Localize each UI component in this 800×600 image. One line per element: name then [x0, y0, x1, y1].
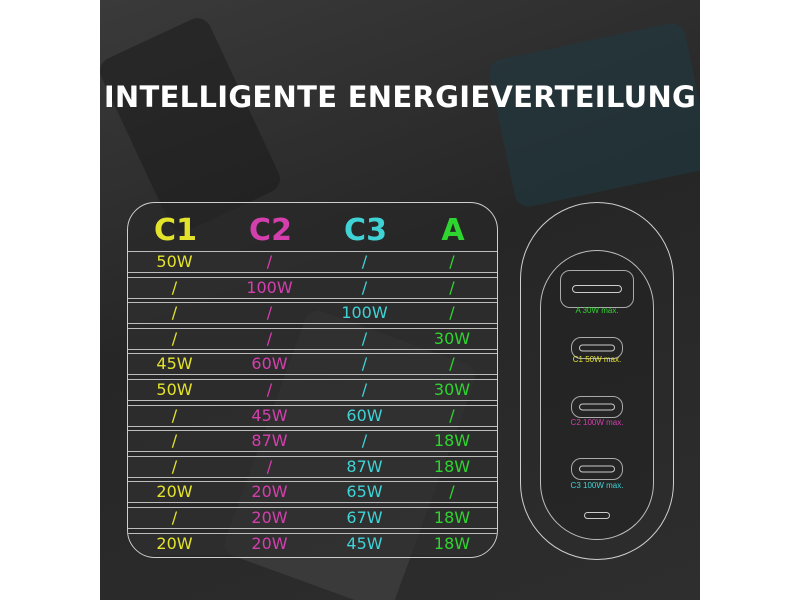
table-cell: 50W	[156, 252, 193, 271]
table-cell: 100W	[246, 277, 293, 297]
port-label: C3 100W max.	[570, 481, 624, 490]
table-cell: 100W	[341, 303, 388, 323]
page-title: INTELLIGENTE ENERGIEVERTEILUNG	[103, 80, 697, 114]
table-cell: 45W	[156, 354, 193, 374]
table-cell: /	[361, 277, 368, 297]
table-cell: /	[266, 456, 273, 476]
table-cell: 30W	[433, 380, 471, 399]
column-header-c1: C1	[154, 213, 197, 248]
table-cell: 60W	[346, 405, 383, 425]
usb-c-port-icon	[571, 458, 623, 480]
table-row: 50W / / /	[128, 251, 497, 273]
background-console	[486, 20, 700, 210]
table-header: C1 C2 C3 A	[128, 211, 497, 251]
port-label: C1 50W max.	[572, 355, 622, 364]
table-cell: 60W	[251, 354, 288, 374]
table-cell: /	[361, 354, 368, 374]
table-cell: 45W	[346, 533, 383, 553]
table-cell: 18W	[433, 431, 471, 451]
table-cell: /	[449, 405, 455, 425]
table-cell: /	[266, 328, 273, 348]
port-slot	[579, 403, 615, 411]
column-header-a: A	[441, 213, 465, 248]
table-cell: /	[361, 328, 368, 348]
table-cell: 20W	[251, 533, 288, 553]
table-row: 45W 60W / /	[128, 353, 497, 376]
table-cell: /	[266, 380, 273, 399]
table-row: / 87W / 18W	[128, 430, 497, 453]
table-cell: /	[266, 303, 273, 323]
table-cell: 65W	[346, 482, 383, 502]
table-cell: 20W	[251, 508, 288, 527]
table-cell: /	[449, 354, 455, 374]
table-cell: 20W	[156, 482, 193, 502]
table-cell: /	[171, 277, 178, 297]
table-row: / / / 30W	[128, 327, 497, 350]
port-slot	[572, 285, 622, 293]
table-cell: 50W	[156, 380, 193, 399]
charger-face	[540, 250, 654, 540]
table-row: / / 87W 18W	[128, 455, 497, 478]
table-cell: /	[449, 277, 455, 297]
table-cell: /	[171, 431, 178, 451]
table-cell: /	[171, 303, 178, 323]
charger-outline	[520, 202, 674, 560]
table-cell: 45W	[251, 405, 288, 425]
table-cell: /	[361, 431, 368, 451]
table-cell: 87W	[251, 431, 288, 451]
product-infographic: INTELLIGENTE ENERGIEVERTEILUNG C1 C2 C3 A 5…	[100, 0, 700, 600]
bottom-usb-c-port-icon	[584, 512, 610, 519]
table-cell: 20W	[251, 482, 288, 502]
table-row: 20W 20W 65W /	[128, 481, 497, 504]
usb-c-port-icon	[571, 396, 623, 418]
table-row: / / 100W /	[128, 302, 497, 325]
table-cell: /	[171, 508, 178, 527]
table-row: 20W 20W 45W 18W	[128, 532, 497, 555]
port-label: A 30W max.	[575, 306, 619, 315]
table-row: / 100W / /	[128, 276, 497, 299]
table-cell: /	[361, 380, 368, 399]
table-cell: /	[266, 252, 273, 271]
table-cell: /	[171, 405, 178, 425]
usb-c-port-icon	[571, 337, 623, 359]
table-cell: 30W	[433, 328, 471, 348]
table-cell: /	[171, 328, 178, 348]
table-cell: 18W	[433, 508, 471, 527]
table-row: 50W / / 30W	[128, 379, 497, 401]
power-distribution-table: C1 C2 C3 A 50W / / / / 100W / / / / 100W / / / / 30W 45W 60W…	[127, 202, 498, 558]
table-cell: 18W	[433, 456, 471, 476]
table-cell: /	[361, 252, 368, 271]
table-cell: /	[171, 456, 178, 476]
table-cell: 67W	[346, 508, 383, 527]
table-cell: /	[449, 252, 455, 271]
table-row: / 20W 67W 18W	[128, 507, 497, 529]
table-cell: /	[449, 303, 455, 323]
table-cell: 18W	[433, 533, 471, 553]
column-header-c3: C3	[344, 213, 387, 248]
table-row: / 45W 60W /	[128, 404, 497, 427]
port-slot	[579, 344, 615, 352]
column-header-c2: C2	[249, 213, 292, 248]
table-cell: /	[449, 482, 455, 502]
port-slot	[579, 465, 615, 473]
table-cell: 20W	[156, 533, 193, 553]
table-cell: 87W	[346, 456, 383, 476]
port-label: C2 100W max.	[570, 418, 624, 427]
usb-a-port-icon	[560, 270, 634, 308]
